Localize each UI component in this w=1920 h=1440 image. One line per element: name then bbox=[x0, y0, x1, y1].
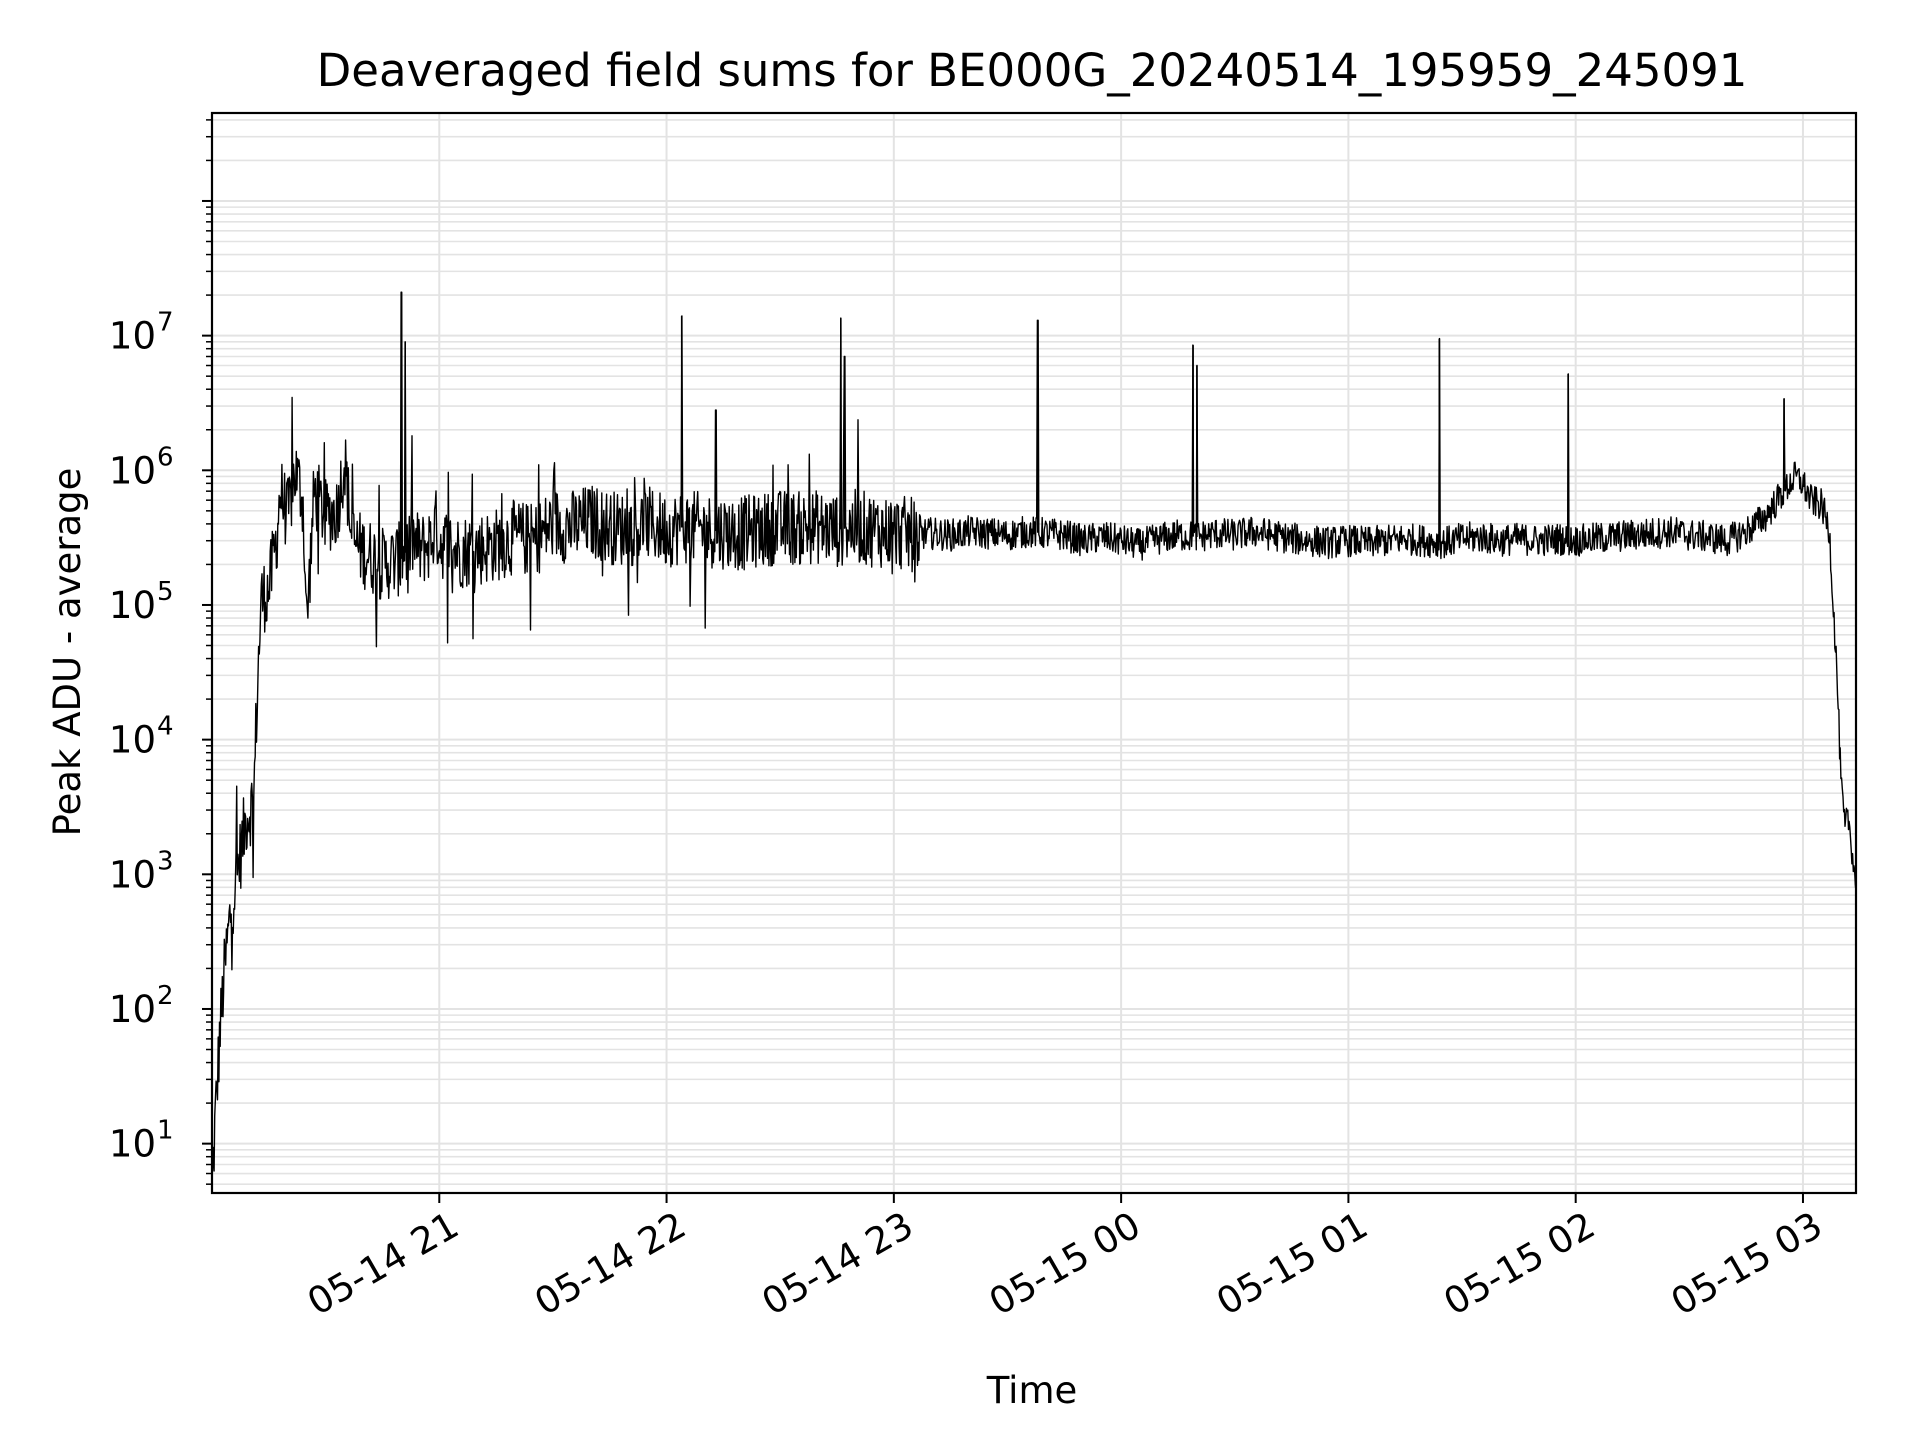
y-tick-label: 10 bbox=[109, 584, 156, 627]
y-axis-label: Peak ADU - average bbox=[46, 468, 89, 837]
y-tick-exponent: 3 bbox=[157, 846, 174, 876]
y-tick-label: 10 bbox=[109, 719, 156, 762]
y-tick-exponent: 1 bbox=[157, 1116, 174, 1146]
y-tick-exponent: 7 bbox=[157, 308, 174, 338]
y-tick-exponent: 5 bbox=[157, 577, 174, 607]
y-tick-exponent: 6 bbox=[157, 442, 174, 472]
series-layer bbox=[211, 291, 1857, 1179]
plot-frame bbox=[210, 111, 1858, 1195]
y-tick-exponent: 2 bbox=[157, 981, 174, 1011]
chart-title: Deaveraged field sums for BE000G_2024051… bbox=[317, 44, 1748, 97]
y-tick-label: 10 bbox=[109, 988, 156, 1031]
y-tick-label: 10 bbox=[109, 853, 156, 896]
y-tick-exponent: 4 bbox=[157, 712, 174, 742]
y-tick-label: 10 bbox=[109, 449, 156, 492]
y-tick-label: 10 bbox=[109, 1123, 156, 1166]
y-tick-label: 10 bbox=[109, 315, 156, 358]
x-axis-label: Time bbox=[986, 1369, 1078, 1412]
series-line bbox=[211, 291, 1857, 1179]
grid bbox=[212, 113, 1856, 1193]
